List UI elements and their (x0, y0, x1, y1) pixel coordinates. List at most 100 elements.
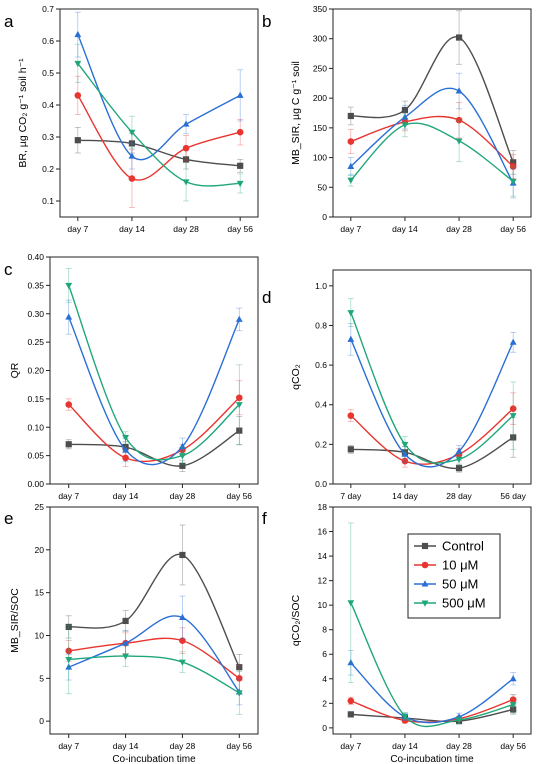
x-tick-label: day 14 (392, 224, 418, 234)
data-point (122, 454, 129, 462)
data-point (401, 106, 409, 114)
panel-b: b 0 50 100 150 200 250 300 350 day 7 day 14 day 28 d… (262, 4, 532, 234)
data-point (128, 175, 136, 182)
x-tick-label: 28 day (446, 491, 472, 501)
x-tick-label: 14 day (392, 491, 418, 501)
data-point (455, 717, 463, 724)
data-point (455, 465, 463, 472)
y-tick-label: 0.8 (315, 320, 327, 330)
data-point (401, 457, 409, 465)
data-point (122, 639, 129, 646)
plot-frame (49, 256, 259, 485)
y-tick-label: 2 (322, 698, 327, 708)
y-axis-title: MB_SIR/SOC (9, 588, 21, 653)
series-line (77, 62, 241, 187)
data-point (347, 310, 355, 317)
data-point (182, 144, 190, 152)
series-line (350, 312, 514, 464)
y-tick-label: 100 (313, 153, 327, 163)
plot-frame (332, 506, 532, 735)
plot-frame (49, 506, 259, 735)
data-point (179, 453, 186, 460)
data-point (236, 180, 244, 188)
series-line (350, 36, 514, 163)
y-tick-label: 150 (313, 123, 327, 133)
data-point (510, 434, 517, 441)
y-tick-label: 0.00 (27, 479, 44, 489)
data-point (235, 394, 243, 402)
data-point (235, 675, 243, 682)
y-tick-label: 0.7 (42, 4, 54, 14)
legend-item-50-um: 50 μM (414, 577, 478, 592)
series-line (350, 662, 514, 724)
data-point (122, 653, 129, 660)
data-point (401, 113, 409, 120)
panel-letter: d (262, 288, 271, 307)
series-500-um (347, 112, 517, 197)
series-10-um (347, 694, 517, 724)
data-point (236, 664, 243, 671)
data-point (65, 441, 72, 448)
legend-item-10-um: 10 μM (414, 558, 478, 573)
series-line (350, 339, 514, 468)
data-point (236, 427, 243, 434)
legend-marker (421, 561, 429, 569)
y-tick-label: 0.6 (42, 36, 54, 46)
data-point (179, 659, 186, 666)
y-tick-label: 12 (318, 576, 328, 586)
y-tick-label: 0.30 (27, 309, 44, 319)
y-tick-label: 0.2 (315, 439, 327, 449)
data-point (65, 647, 73, 655)
data-point (347, 162, 355, 169)
series-line (68, 397, 240, 463)
panel-letter: b (262, 12, 271, 31)
series-50-um (74, 11, 244, 170)
y-tick-label: 0.40 (27, 252, 44, 262)
plot-frame (332, 269, 532, 485)
series-line (350, 698, 514, 723)
data-point (510, 706, 517, 713)
series-10-um (347, 392, 517, 468)
y-tick-label: 200 (313, 93, 327, 103)
legend-marker (421, 542, 429, 550)
legend-marker (421, 580, 429, 587)
y-tick-label: 0.4 (42, 100, 54, 110)
y-tick-label: 0.6 (315, 360, 327, 370)
data-point (74, 60, 82, 68)
data-point (65, 282, 73, 290)
series-line (77, 95, 241, 181)
legend-marker (421, 600, 429, 607)
data-point (74, 92, 82, 99)
data-point (179, 462, 186, 469)
x-tick-label: day 56 (227, 741, 253, 751)
data-point (509, 675, 517, 682)
panel-letter: c (4, 260, 13, 279)
y-tick-label: 0.3 (42, 132, 54, 142)
y-axis-title: QR (9, 362, 21, 378)
data-point (182, 156, 190, 163)
plot-frame (332, 8, 532, 218)
series-50-um (65, 299, 243, 466)
series-10-um (65, 380, 243, 467)
data-point (509, 696, 517, 703)
x-tick-label: day 56 (227, 491, 253, 501)
series-500-um (347, 522, 517, 728)
data-point (347, 711, 354, 718)
series-500-um (74, 43, 244, 202)
series-line (350, 602, 514, 728)
panel-d: d 0.0 0.2 0.4 0.6 0.8 1.0 7 day 14 day 28 day 56 d… (262, 269, 532, 501)
data-point (128, 140, 136, 147)
x-tick-label: day 7 (67, 224, 88, 234)
series-500-um (347, 298, 517, 466)
y-tick-label: 300 (313, 34, 327, 44)
panel-letter: f (262, 509, 267, 528)
data-point (179, 613, 186, 620)
y-axis-title: BR, µg CO₂ g⁻¹ soil h⁻¹ (17, 58, 29, 168)
data-point (509, 405, 517, 413)
panel-e: e 0 5 10 15 20 25 day 7 day 14 day 28 day 56 MB_SIR… (4, 502, 259, 764)
data-point (65, 663, 73, 670)
series-line (77, 34, 241, 161)
legend-item-500-um: 500 μM (414, 596, 486, 611)
data-point (347, 335, 355, 342)
x-tick-label: day 14 (119, 224, 145, 234)
